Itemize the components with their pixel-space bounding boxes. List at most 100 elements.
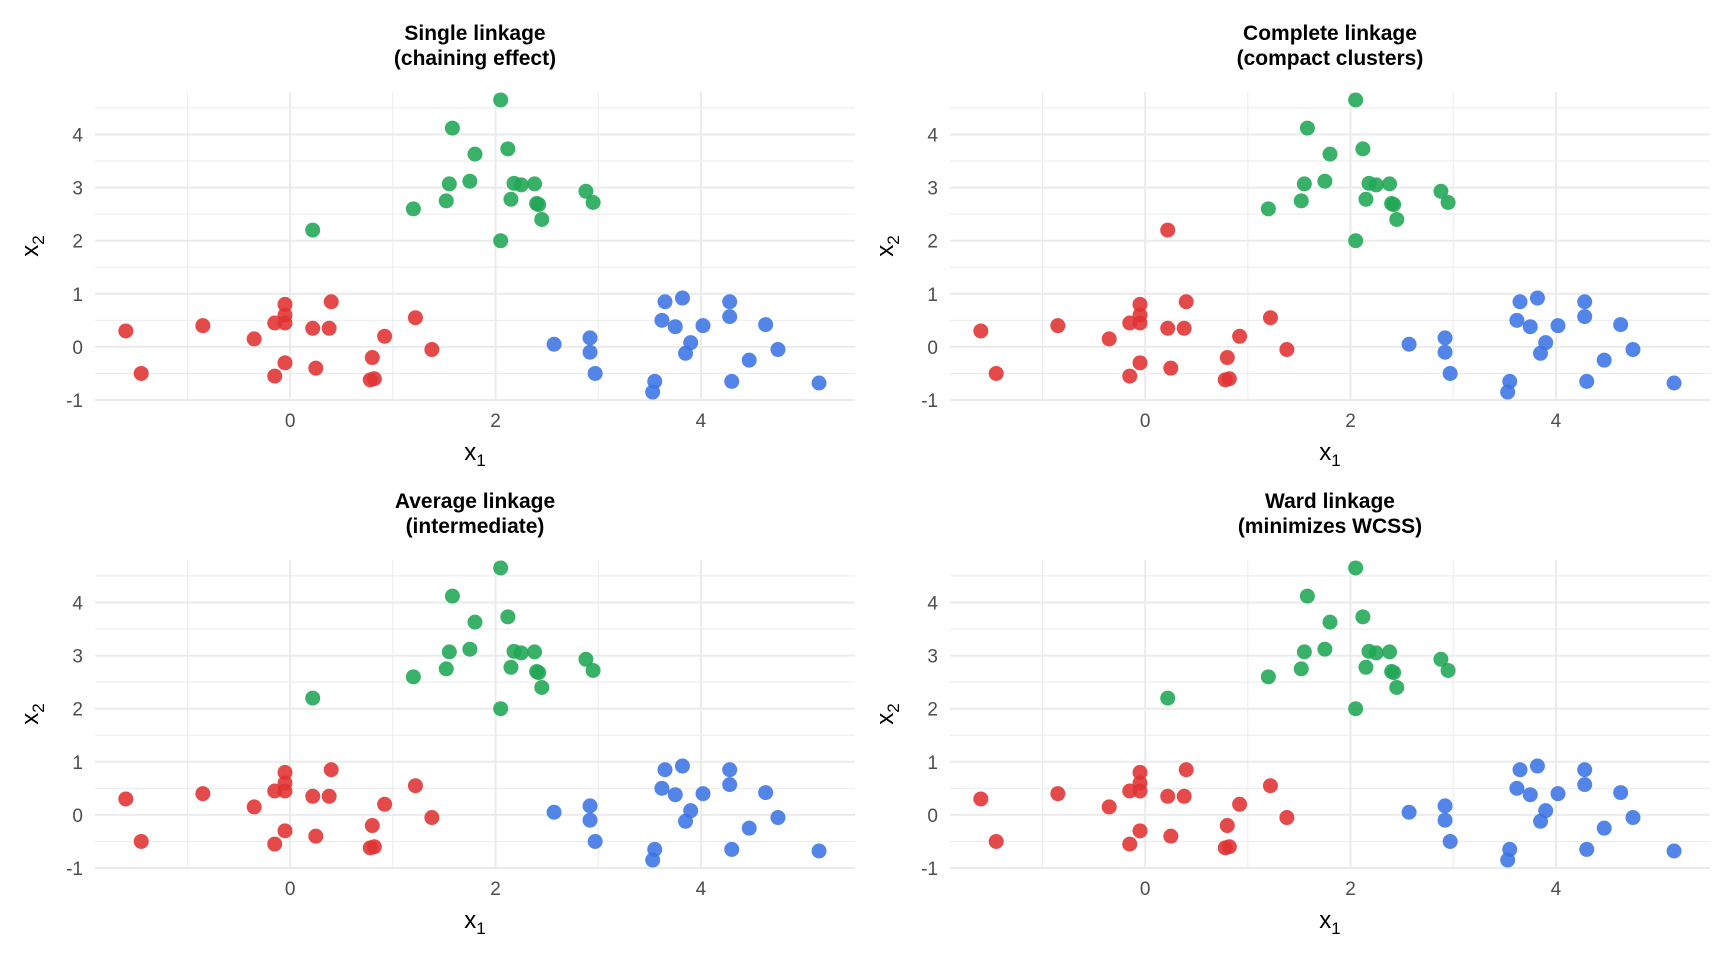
y-axis-title-main: x	[872, 713, 899, 725]
y-axis-title: x2	[872, 235, 903, 256]
data-point-cluster-3	[1512, 762, 1528, 778]
y-tick-label: 4	[927, 593, 938, 614]
data-point-cluster-3	[1579, 841, 1595, 857]
data-point-cluster-3	[1401, 336, 1417, 352]
data-point-cluster-1	[1219, 818, 1235, 834]
data-point-cluster-1	[1160, 788, 1176, 804]
data-point-cluster-1	[1221, 371, 1237, 387]
x-tick-label: 2	[1345, 879, 1356, 900]
data-point-cluster-2	[585, 194, 601, 210]
data-point-cluster-2	[405, 669, 421, 685]
x-tick-label: 0	[1140, 879, 1151, 900]
data-point-cluster-1	[133, 833, 149, 849]
data-point-cluster-1	[1132, 315, 1148, 331]
data-point-cluster-1	[118, 791, 134, 807]
data-point-cluster-1	[1101, 331, 1117, 347]
data-point-cluster-1	[277, 315, 293, 331]
y-axis-title-main: x	[17, 245, 44, 257]
data-point-cluster-3	[546, 804, 562, 820]
data-point-cluster-3	[582, 344, 598, 360]
data-point-cluster-2	[1299, 588, 1315, 604]
data-point-cluster-1	[267, 368, 283, 384]
panel-title: Single linkage	[404, 22, 545, 45]
x-axis-title-subscript: 1	[476, 451, 485, 470]
x-axis-title: x1	[464, 907, 485, 938]
y-axis-title: x2	[872, 703, 903, 724]
data-point-cluster-2	[1260, 669, 1276, 685]
data-point-cluster-3	[1522, 319, 1538, 335]
data-point-cluster-1	[988, 833, 1004, 849]
data-point-cluster-3	[1625, 342, 1641, 358]
y-tick-label: 1	[927, 285, 938, 306]
x-tick-label: 2	[490, 411, 501, 432]
x-tick-label: 2	[1345, 411, 1356, 432]
data-point-cluster-2	[1355, 609, 1371, 625]
data-point-cluster-3	[770, 810, 786, 826]
x-tick-label: 0	[1140, 411, 1151, 432]
data-point-cluster-1	[308, 360, 324, 376]
data-point-cluster-2	[527, 176, 543, 192]
data-point-cluster-3	[657, 762, 673, 778]
x-tick-label: 2	[490, 879, 501, 900]
data-point-cluster-1	[407, 778, 423, 794]
data-point-cluster-1	[277, 296, 293, 312]
data-point-cluster-3	[1442, 833, 1458, 849]
data-point-cluster-2	[531, 665, 547, 681]
data-point-cluster-3	[657, 294, 673, 310]
data-point-cluster-2	[527, 644, 543, 660]
data-point-cluster-3	[1502, 373, 1518, 389]
x-axis-title: x1	[1319, 907, 1340, 938]
data-point-cluster-2	[578, 651, 594, 667]
x-tick-label: 4	[1551, 411, 1562, 432]
y-tick-label: 1	[72, 285, 83, 306]
data-point-cluster-2	[1317, 173, 1333, 189]
data-point-cluster-1	[1132, 764, 1148, 780]
data-point-cluster-1	[195, 318, 211, 334]
data-point-cluster-3	[1577, 777, 1593, 793]
data-point-cluster-2	[1386, 665, 1402, 681]
panel-title: Average linkage	[395, 490, 555, 513]
data-point-cluster-2	[534, 211, 550, 227]
y-tick-label: -1	[66, 859, 83, 880]
data-point-cluster-1	[364, 350, 380, 366]
data-point-cluster-1	[305, 788, 321, 804]
x-axis-title: x1	[1319, 439, 1340, 470]
data-point-cluster-2	[305, 222, 321, 238]
data-point-cluster-1	[1160, 222, 1176, 238]
data-point-cluster-2	[493, 92, 509, 108]
data-point-cluster-3	[1529, 290, 1545, 306]
data-point-cluster-2	[1299, 120, 1315, 136]
data-point-cluster-3	[1502, 841, 1518, 857]
data-point-cluster-3	[1666, 843, 1682, 859]
y-axis-title-main: x	[872, 245, 899, 257]
data-point-cluster-3	[1596, 820, 1612, 836]
data-point-cluster-1	[364, 818, 380, 834]
data-point-cluster-3	[722, 762, 738, 778]
data-point-cluster-2	[513, 645, 529, 661]
data-point-cluster-3	[587, 365, 603, 381]
data-point-cluster-1	[1132, 296, 1148, 312]
data-point-cluster-1	[267, 783, 283, 799]
data-point-cluster-3	[722, 294, 738, 310]
data-point-cluster-2	[467, 146, 483, 162]
data-point-cluster-3	[546, 336, 562, 352]
data-point-cluster-1	[377, 796, 393, 812]
data-point-cluster-1	[277, 764, 293, 780]
data-point-cluster-2	[534, 679, 550, 695]
data-point-cluster-1	[1178, 294, 1194, 310]
data-point-cluster-3	[1509, 312, 1525, 328]
y-tick-label: 2	[72, 700, 83, 721]
y-tick-label: -1	[921, 859, 938, 880]
data-point-cluster-3	[1512, 294, 1528, 310]
data-point-cluster-2	[1382, 176, 1398, 192]
data-point-cluster-2	[1322, 614, 1338, 630]
data-point-cluster-2	[531, 197, 547, 213]
data-point-cluster-2	[405, 201, 421, 217]
data-point-cluster-3	[1538, 803, 1554, 819]
y-tick-label: 3	[72, 647, 83, 668]
data-point-cluster-3	[1666, 375, 1682, 391]
panel-subtitle: (minimizes WCSS)	[1238, 515, 1422, 538]
data-point-cluster-2	[585, 662, 601, 678]
